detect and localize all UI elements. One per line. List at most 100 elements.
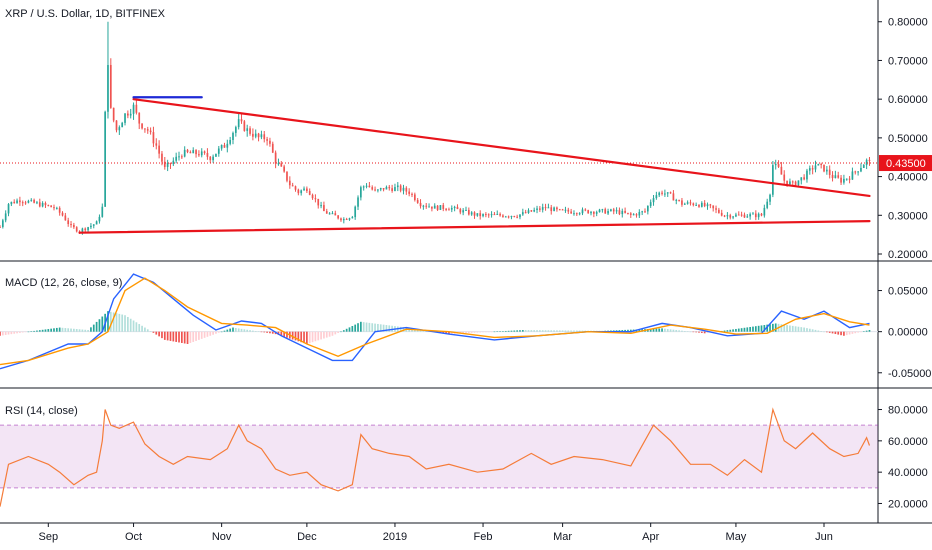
candle-body — [504, 216, 507, 218]
candle-body — [127, 113, 129, 116]
candle-body — [442, 205, 445, 209]
macd-histogram-bar — [13, 331, 16, 334]
macd-histogram-bar — [502, 331, 504, 332]
candle-body — [612, 209, 615, 212]
candle-body — [831, 174, 834, 179]
candle-body — [47, 205, 50, 207]
candle-body — [357, 197, 359, 207]
candle-body — [61, 212, 64, 216]
macd-histogram-bar — [198, 331, 200, 340]
candle-body — [470, 212, 473, 215]
macd-histogram-bar — [166, 331, 169, 341]
candle-body — [584, 209, 587, 211]
macd-histogram-bar — [19, 331, 21, 333]
candle-body — [252, 133, 254, 137]
time-tick-label: Sep — [39, 531, 59, 543]
candle-body — [277, 163, 280, 165]
candle-body — [479, 213, 482, 217]
time-tick-label: Mar — [553, 531, 572, 543]
candle-body — [144, 128, 146, 130]
candle-body — [266, 139, 268, 141]
macd-histogram-bar — [121, 314, 124, 332]
rsi-tick-label: 80.0000 — [888, 405, 928, 417]
macd-histogram-bar — [232, 327, 234, 332]
candle-body — [604, 209, 607, 214]
macd-histogram-bar — [266, 331, 268, 333]
candle-body — [752, 213, 754, 215]
candle-body — [672, 193, 675, 201]
macd-histogram-bar — [192, 331, 195, 342]
candle-body — [368, 185, 371, 188]
macd-histogram-bar — [149, 331, 152, 332]
macd-histogram-bar — [666, 329, 669, 332]
candle-body — [4, 213, 7, 221]
macd-histogram-bar — [10, 331, 13, 335]
candle-body — [155, 143, 158, 146]
candle-body — [124, 113, 126, 123]
macd-histogram-bar — [789, 325, 791, 332]
macd-histogram-bar — [516, 330, 518, 332]
candle-body — [621, 210, 624, 215]
macd-histogram-bar — [473, 331, 476, 333]
candle-body — [288, 180, 291, 186]
macd-histogram-bar — [92, 324, 95, 332]
macd-histogram-bar — [422, 330, 425, 332]
macd-histogram-bar — [374, 323, 376, 332]
macd-histogram-bar — [334, 331, 337, 335]
macd-histogram-bar — [692, 331, 695, 333]
candle-body — [163, 161, 166, 167]
macd-histogram-bar — [763, 325, 766, 332]
candle-body — [300, 190, 303, 194]
macd-histogram-bar — [50, 328, 52, 332]
macd-histogram-bar — [735, 328, 737, 332]
candle-body — [772, 165, 774, 195]
macd-histogram-bar — [834, 331, 837, 335]
macd-histogram-bar — [618, 330, 621, 332]
candle-body — [436, 205, 439, 210]
candle-body — [317, 198, 320, 206]
candle-body — [828, 169, 831, 175]
trendline[interactable] — [78, 219, 871, 234]
candle-body — [618, 210, 621, 215]
candle-body — [499, 213, 501, 216]
macd-histogram-bar — [575, 330, 578, 332]
macd-histogram-bar — [681, 330, 683, 332]
price-tick-label: 0.30000 — [888, 210, 928, 222]
last-price-badge — [879, 155, 932, 172]
candle-body — [240, 119, 243, 122]
candle-body — [462, 210, 465, 213]
macd-histogram-bar — [4, 331, 7, 335]
candle-body — [715, 208, 717, 210]
macd-histogram-bar — [570, 330, 572, 332]
macd-histogram-bar — [703, 331, 706, 334]
candle-body — [10, 201, 13, 205]
candle-body — [632, 214, 635, 216]
candle-body — [138, 112, 141, 124]
macd-histogram-bar — [780, 324, 783, 332]
candle-body — [348, 218, 351, 220]
macd-histogram-bar — [723, 330, 726, 332]
macd-histogram-bar — [470, 331, 473, 333]
candle-body — [652, 198, 655, 203]
macd-histogram-bar — [246, 329, 249, 332]
candle-body — [320, 205, 322, 207]
candle-body — [109, 64, 112, 108]
macd-histogram-bar — [683, 331, 686, 332]
candle-body — [345, 219, 348, 221]
candle-body — [558, 209, 561, 211]
candle-body — [666, 192, 669, 194]
macd-histogram-bar — [854, 331, 857, 334]
candle-body — [510, 216, 513, 218]
candle-body — [340, 218, 342, 221]
trendline[interactable] — [132, 98, 871, 198]
candle-body — [601, 209, 604, 211]
candle-body — [527, 210, 530, 213]
candle-body — [593, 211, 595, 214]
macd-histogram-bar — [479, 331, 482, 333]
macd-histogram-bar — [786, 325, 788, 332]
candle-body — [658, 192, 661, 196]
macd-histogram-bar — [493, 331, 496, 333]
macd-histogram-bar — [467, 331, 470, 334]
candle-body — [561, 209, 564, 211]
